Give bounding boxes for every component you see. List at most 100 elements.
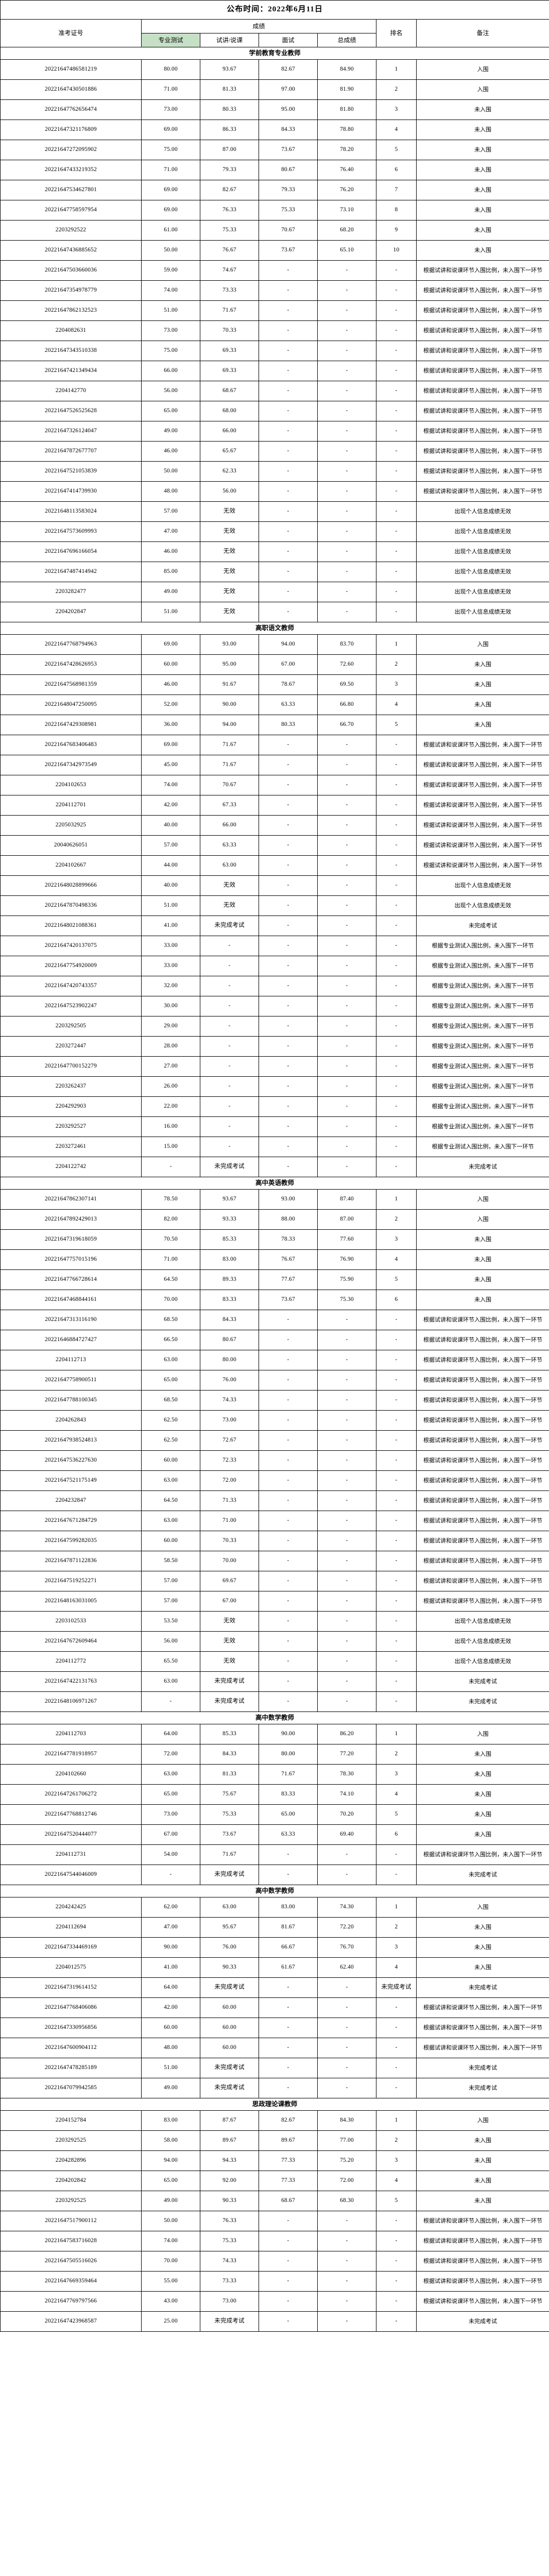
table-row: 20221647430501886 71.00 81.33 97.00 81.90 2 入围	[0, 79, 549, 100]
cell-remark: 根据专业测试入围比例，未入围下一环节	[416, 1016, 549, 1037]
table-row: 2204112694 47.00 95.67 81.67 72.20 2 未入围	[0, 1917, 549, 1938]
header-row-bottom: 专业测试 试讲/说课 面试 总成绩	[1, 33, 549, 47]
cell-rank: -	[376, 976, 417, 996]
cell-interview: -	[259, 1865, 318, 1885]
table-row: 2203292525 58.00 89.67 89.67 77.00 2 未入围	[0, 2130, 549, 2151]
cell-total-score: 68.20	[317, 220, 376, 241]
cell-total-score: -	[317, 2311, 376, 2332]
cell-rank: -	[376, 1096, 417, 1117]
table-row: 20221647079942585 49.00 未完成考试 - - - 未完成考试	[0, 2078, 549, 2098]
cell-rank: -	[376, 815, 417, 836]
cell-interview: -	[259, 956, 318, 976]
cell-remark: 根据试讲和说课环节入围比例，未入围下一环节	[416, 2271, 549, 2292]
cell-remark: 入围	[416, 634, 549, 655]
cell-remark: 根据专业测试入围比例，未入围下一环节	[416, 1076, 549, 1097]
cell-admission-number: 20221647421349434	[0, 361, 142, 381]
cell-major-test: 51.00	[141, 300, 200, 321]
cell-total-score: 62.40	[317, 1957, 376, 1978]
header-admission-number: 准考证号	[0, 19, 142, 47]
cell-total-score: -	[317, 1330, 376, 1350]
cell-admission-number: 2204262843	[0, 1410, 142, 1431]
cell-interview: -	[259, 562, 318, 582]
cell-remark: 根据专业测试入围比例，未入围下一环节	[416, 1036, 549, 1057]
table-row: 20221647505516026 70.00 74.33- - - 根据试讲和说课环节入…	[0, 2251, 549, 2272]
cell-trial-lecture: 70.67	[200, 775, 259, 795]
cell-rank: 2	[376, 79, 417, 100]
cell-interview: -	[259, 1691, 318, 1712]
cell-remark: 根据试讲和说课环节入围比例，未入围下一环节	[416, 2038, 549, 2058]
cell-remark: 根据试讲和说课环节入围比例，未入围下一环节	[416, 461, 549, 482]
cell-admission-number: 20221647517900112	[0, 2211, 142, 2231]
cell-rank: 5	[376, 1804, 417, 1825]
cell-trial-lecture: 68.67	[200, 381, 259, 401]
cell-interview: -	[259, 2271, 318, 2292]
cell-rank: -	[376, 1490, 417, 1511]
cell-rank: -	[376, 602, 417, 622]
cell-remark: 根据专业测试入围比例，未入围下一环节	[416, 996, 549, 1016]
cell-major-test: 56.00	[141, 1631, 200, 1652]
cell-major-test: 73.00	[141, 99, 200, 120]
table-row: 20221647422131763 63.00 未完成考试 - - - 未完成考试	[0, 1671, 549, 1692]
cell-interview: -	[259, 936, 318, 956]
cell-total-score: -	[317, 361, 376, 381]
header-score-group: 成绩	[141, 19, 376, 33]
cell-trial-lecture: 62.33	[200, 461, 259, 482]
cell-remark: 根据试讲和说课环节入围比例，未入围下一环节	[416, 2291, 549, 2312]
cell-admission-number: 20221647672609464	[0, 1631, 142, 1652]
cell-trial-lecture: 66.00	[200, 421, 259, 442]
cell-major-test: 71.00	[141, 160, 200, 180]
cell-major-test: 65.00	[141, 401, 200, 421]
table-row: 2204112772 65.50 无效 - - - 出现个人信息成绩无效	[0, 1651, 549, 1672]
cell-major-test: 60.00	[141, 2018, 200, 2038]
cell-total-score: 84.30	[317, 2110, 376, 2131]
cell-total-score: -	[317, 2038, 376, 2058]
cell-major-test: 64.00	[141, 1724, 200, 1744]
cell-total-score: -	[317, 421, 376, 442]
cell-admission-number: 20221647520444077	[0, 1824, 142, 1845]
cell-admission-number: 20221647354978779	[0, 280, 142, 301]
table-row: 2203292522 61.00 75.33 70.67 68.20 9 未入围	[0, 220, 549, 241]
cell-remark: 入围	[416, 1189, 549, 1210]
cell-rank: -	[376, 875, 417, 896]
cell-remark: 根据试讲和说课环节入围比例，未入围下一环节	[416, 280, 549, 301]
cell-interview: -	[259, 361, 318, 381]
cell-remark: 未入围	[416, 1824, 549, 1845]
table-row: 2203272461 15.00- - - - 根据专业测试入围比例，未入围下一环节	[0, 1137, 549, 1157]
cell-interview: 65.00	[259, 1804, 318, 1825]
cell-total-score: 72.00	[317, 2171, 376, 2191]
cell-interview: 66.67	[259, 1937, 318, 1958]
cell-interview: 97.00	[259, 79, 318, 100]
cell-remark: 未入围	[416, 220, 549, 241]
cell-total-score: 81.90	[317, 79, 376, 100]
cell-total-score: -	[317, 775, 376, 795]
cell-rank: -	[376, 521, 417, 542]
section-title-row: 高中数学教师	[0, 1711, 549, 1724]
cell-major-test: 52.00	[141, 694, 200, 715]
table-row: 20221647330956856 60.00 60.00- - - 根据试讲和说课环节入…	[0, 2018, 549, 2038]
cell-rank: 4	[376, 1249, 417, 1270]
cell-rank: -	[376, 775, 417, 795]
cell-total-score: -	[317, 1551, 376, 1571]
cell-major-test: 70.00	[141, 2251, 200, 2272]
cell-trial-lecture: 无效	[200, 521, 259, 542]
cell-trial-lecture: 未完成考试	[200, 1865, 259, 1885]
cell-trial-lecture: 76.33	[200, 200, 259, 221]
cell-trial-lecture: 76.00	[200, 1370, 259, 1391]
table-row: 20221647781918957 72.00 84.33 80.00 77.20 2 未入…	[0, 1744, 549, 1765]
cell-trial-lecture: 70.33	[200, 320, 259, 341]
cell-major-test: 47.00	[141, 521, 200, 542]
cell-major-test: 62.50	[141, 1430, 200, 1451]
cell-interview: -	[259, 2058, 318, 2078]
cell-interview: -	[259, 895, 318, 916]
cell-major-test: 65.00	[141, 1370, 200, 1391]
cell-remark: 出现个人信息成绩无效	[416, 1611, 549, 1632]
cell-admission-number: 20221647326124047	[0, 421, 142, 442]
cell-major-test: 53.50	[141, 1611, 200, 1632]
cell-total-score: -	[317, 1137, 376, 1157]
cell-interview: -	[259, 1157, 318, 1177]
cell-total-score: 66.70	[317, 715, 376, 735]
table-row: 2204082631 73.00 70.33- - - 根据试讲和说课环节入围比例，未入围…	[0, 320, 549, 341]
cell-admission-number: 2204112731	[0, 1844, 142, 1865]
table-row: 2204202842 65.00 92.00 77.33 72.00 4 未入围	[0, 2171, 549, 2191]
cell-admission-number: 2203292522	[0, 220, 142, 241]
